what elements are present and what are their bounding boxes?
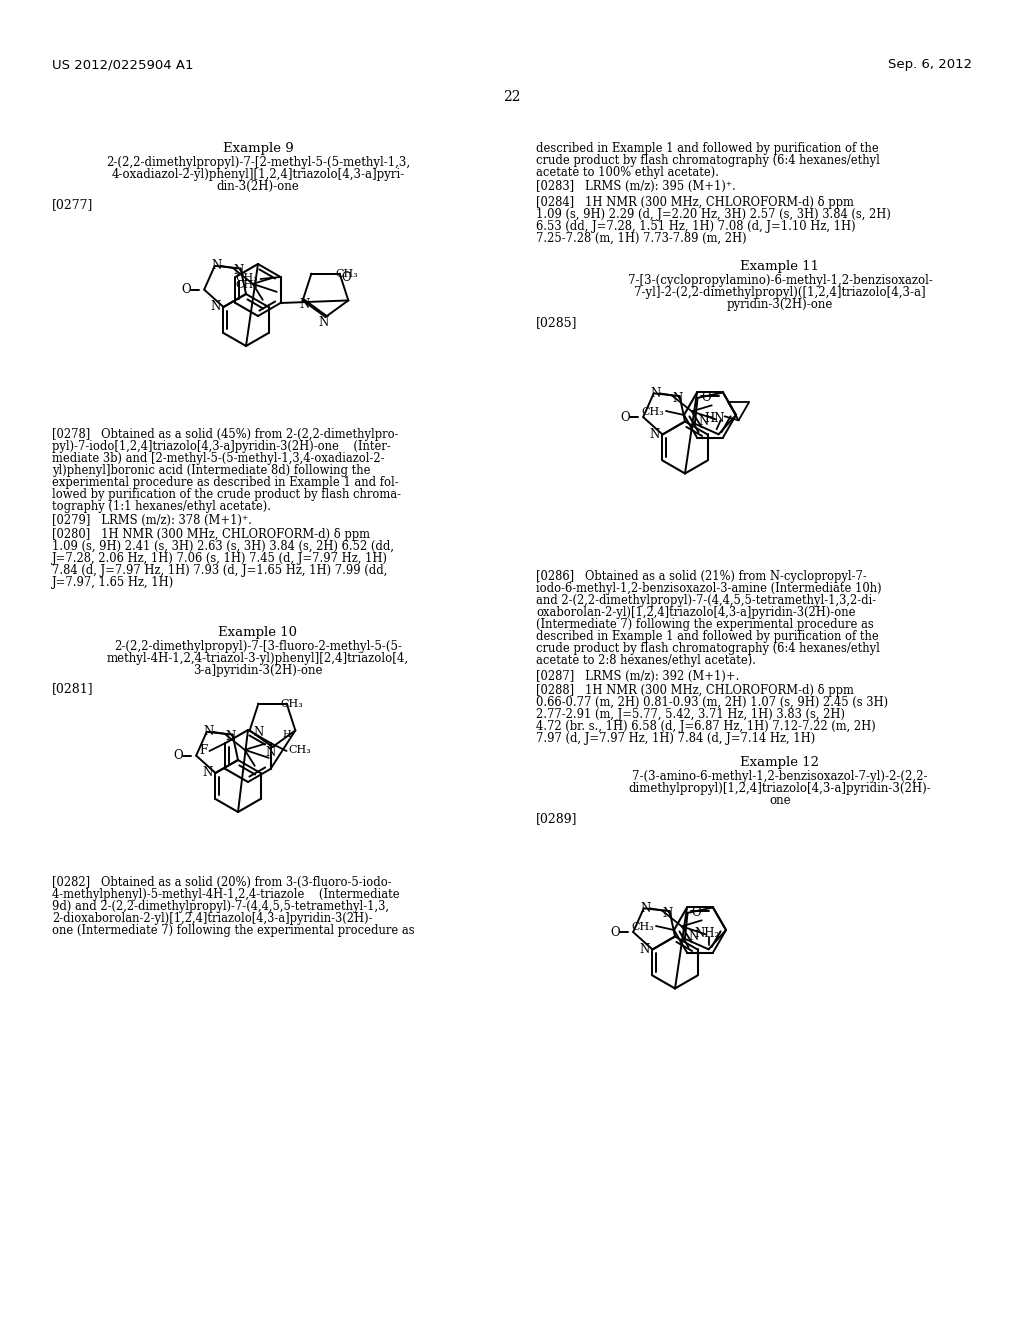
- Text: N: N: [265, 747, 275, 759]
- Text: N: N: [233, 264, 244, 277]
- Text: iodo-6-methyl-1,2-benzisoxazol-3-amine (Intermediate 10h): iodo-6-methyl-1,2-benzisoxazol-3-amine (…: [536, 582, 882, 595]
- Text: N: N: [212, 259, 222, 272]
- Text: 7.84 (d, J=7.97 Hz, 1H) 7.93 (d, J=1.65 Hz, 1H) 7.99 (dd,: 7.84 (d, J=7.97 Hz, 1H) 7.93 (d, J=1.65 …: [52, 564, 387, 577]
- Text: pyridin-3(2H)-one: pyridin-3(2H)-one: [727, 298, 834, 312]
- Text: 4.72 (br. s., 1H) 6.58 (d, J=6.87 Hz, 1H) 7.12-7.22 (m, 2H): 4.72 (br. s., 1H) 6.58 (d, J=6.87 Hz, 1H…: [536, 719, 876, 733]
- Text: 7-yl]-2-(2,2-dimethylpropyl)([1,2,4]triazolo[4,3-a]: 7-yl]-2-(2,2-dimethylpropyl)([1,2,4]tria…: [634, 286, 926, 300]
- Text: [0278]   Obtained as a solid (45%) from 2-(2,2-dimethylpro-: [0278] Obtained as a solid (45%) from 2-…: [52, 428, 398, 441]
- Text: [0282]   Obtained as a solid (20%) from 3-(3-fluoro-5-iodo-: [0282] Obtained as a solid (20%) from 3-…: [52, 876, 391, 888]
- Text: [0277]: [0277]: [52, 198, 93, 211]
- Text: [0285]: [0285]: [536, 315, 578, 329]
- Text: 0.66-0.77 (m, 2H) 0.81-0.93 (m, 2H) 1.07 (s, 9H) 2.45 (s 3H): 0.66-0.77 (m, 2H) 0.81-0.93 (m, 2H) 1.07…: [536, 696, 888, 709]
- Text: 6.53 (dd, J=7.28, 1.51 Hz, 1H) 7.08 (d, J=1.10 Hz, 1H): 6.53 (dd, J=7.28, 1.51 Hz, 1H) 7.08 (d, …: [536, 220, 856, 234]
- Text: O: O: [621, 411, 630, 424]
- Text: US 2012/0225904 A1: US 2012/0225904 A1: [52, 58, 194, 71]
- Text: one (Intermediate 7) following the experimental procedure as: one (Intermediate 7) following the exper…: [52, 924, 415, 937]
- Text: [0288]   1H NMR (300 MHz, CHLOROFORM-d) δ ppm: [0288] 1H NMR (300 MHz, CHLOROFORM-d) δ …: [536, 684, 854, 697]
- Text: N: N: [204, 726, 214, 738]
- Text: O: O: [173, 750, 183, 762]
- Text: Example 11: Example 11: [740, 260, 819, 273]
- Text: [0283]   LRMS (m/z): 395 (M+1)⁺.: [0283] LRMS (m/z): 395 (M+1)⁺.: [536, 180, 736, 193]
- Text: described in Example 1 and followed by purification of the: described in Example 1 and followed by p…: [536, 143, 879, 154]
- Text: one: one: [769, 795, 791, 807]
- Text: lowed by purification of the crude product by flash chroma-: lowed by purification of the crude produ…: [52, 488, 401, 502]
- Text: N: N: [210, 301, 220, 314]
- Text: N: N: [254, 726, 264, 739]
- Text: Sep. 6, 2012: Sep. 6, 2012: [888, 58, 972, 71]
- Text: 7-(3-amino-6-methyl-1,2-benzisoxazol-7-yl)-2-(2,2-: 7-(3-amino-6-methyl-1,2-benzisoxazol-7-y…: [632, 770, 928, 783]
- Text: 9d) and 2-(2,2-dimethylpropyl)-7-(4,4,5,5-tetramethyl-1,3,: 9d) and 2-(2,2-dimethylpropyl)-7-(4,4,5,…: [52, 900, 389, 913]
- Text: oxaborolan-2-yl)[1,2,4]triazolo[4,3-a]pyridin-3(2H)-one: oxaborolan-2-yl)[1,2,4]triazolo[4,3-a]py…: [536, 606, 855, 619]
- Text: O: O: [701, 392, 712, 404]
- Text: O: O: [181, 282, 190, 296]
- Text: O: O: [610, 925, 620, 939]
- Text: N: N: [650, 387, 660, 400]
- Text: N: N: [202, 767, 213, 780]
- Text: and 2-(2,2-dimethylpropyl)-7-(4,4,5,5-tetramethyl-1,3,2-di-: and 2-(2,2-dimethylpropyl)-7-(4,4,5,5-te…: [536, 594, 877, 607]
- Text: methyl-4H-1,2,4-triazol-3-yl)phenyl][2,4]triazolo[4,: methyl-4H-1,2,4-triazol-3-yl)phenyl][2,4…: [106, 652, 409, 665]
- Text: NH₂: NH₂: [694, 927, 719, 940]
- Text: CH₃: CH₃: [236, 280, 258, 290]
- Text: acetate to 2:8 hexanes/ethyl acetate).: acetate to 2:8 hexanes/ethyl acetate).: [536, 653, 756, 667]
- Text: O: O: [342, 271, 351, 284]
- Text: N: N: [649, 428, 659, 441]
- Text: J=7.97, 1.65 Hz, 1H): J=7.97, 1.65 Hz, 1H): [52, 576, 174, 589]
- Text: N: N: [225, 730, 236, 743]
- Text: dimethylpropyl)[1,2,4]triazolo[4,3-a]pyridin-3(2H)-: dimethylpropyl)[1,2,4]triazolo[4,3-a]pyr…: [629, 781, 932, 795]
- Text: tography (1:1 hexanes/ethyl acetate).: tography (1:1 hexanes/ethyl acetate).: [52, 500, 271, 513]
- Text: N: N: [689, 931, 699, 944]
- Text: N: N: [639, 942, 649, 956]
- Text: 22: 22: [503, 90, 521, 104]
- Text: N: N: [698, 416, 709, 428]
- Text: N: N: [663, 907, 673, 920]
- Text: 2-(2,2-dimethylpropyl)-7-[3-fluoro-2-methyl-5-(5-: 2-(2,2-dimethylpropyl)-7-[3-fluoro-2-met…: [114, 640, 402, 653]
- Text: 2-dioxaborolan-2-yl)[1,2,4]triazolo[4,3-a]pyridin-3(2H)-: 2-dioxaborolan-2-yl)[1,2,4]triazolo[4,3-…: [52, 912, 373, 925]
- Text: [0279]   LRMS (m/z): 378 (M+1)⁺.: [0279] LRMS (m/z): 378 (M+1)⁺.: [52, 513, 252, 527]
- Text: 7-[3-(cyclopropylamino)-6-methyl-1,2-benzisoxazol-: 7-[3-(cyclopropylamino)-6-methyl-1,2-ben…: [628, 275, 933, 286]
- Text: [0280]   1H NMR (300 MHz, CHLOROFORM-d) δ ppm: [0280] 1H NMR (300 MHz, CHLOROFORM-d) δ …: [52, 528, 370, 541]
- Text: Example 12: Example 12: [740, 756, 819, 770]
- Text: [0284]   1H NMR (300 MHz, CHLOROFORM-d) δ ppm: [0284] 1H NMR (300 MHz, CHLOROFORM-d) δ …: [536, 195, 854, 209]
- Text: 2.77-2.91 (m, J=5.77, 5.42, 3.71 Hz, 1H) 3.83 (s, 2H): 2.77-2.91 (m, J=5.77, 5.42, 3.71 Hz, 1H)…: [536, 708, 845, 721]
- Text: CH₃: CH₃: [336, 268, 358, 279]
- Text: 3-a]pyridin-3(2H)-one: 3-a]pyridin-3(2H)-one: [194, 664, 323, 677]
- Text: H: H: [283, 730, 292, 739]
- Text: described in Example 1 and followed by purification of the: described in Example 1 and followed by p…: [536, 630, 879, 643]
- Text: 7.25-7.28 (m, 1H) 7.73-7.89 (m, 2H): 7.25-7.28 (m, 1H) 7.73-7.89 (m, 2H): [536, 232, 746, 246]
- Text: pyl)-7-iodo[1,2,4]triazolo[4,3-a]pyridin-3(2H)-one    (Inter-: pyl)-7-iodo[1,2,4]triazolo[4,3-a]pyridin…: [52, 440, 391, 453]
- Text: 1.09 (s, 9H) 2.41 (s, 3H) 2.63 (s, 3H) 3.84 (s, 2H) 6.52 (dd,: 1.09 (s, 9H) 2.41 (s, 3H) 2.63 (s, 3H) 3…: [52, 540, 394, 553]
- Text: N: N: [641, 902, 651, 915]
- Text: 7.97 (d, J=7.97 Hz, 1H) 7.84 (d, J=7.14 Hz, 1H): 7.97 (d, J=7.97 Hz, 1H) 7.84 (d, J=7.14 …: [536, 733, 815, 744]
- Text: CH₃: CH₃: [236, 273, 258, 282]
- Text: 4-oxadiazol-2-yl)phenyl][1,2,4]triazolo[4,3-a]pyri-: 4-oxadiazol-2-yl)phenyl][1,2,4]triazolo[…: [112, 168, 404, 181]
- Text: din-3(2H)-one: din-3(2H)-one: [217, 180, 299, 193]
- Text: yl)phenyl]boronic acid (Intermediate 8d) following the: yl)phenyl]boronic acid (Intermediate 8d)…: [52, 465, 371, 477]
- Text: 1.09 (s, 9H) 2.29 (d, J=2.20 Hz, 3H) 2.57 (s, 3H) 3.84 (s, 2H): 1.09 (s, 9H) 2.29 (d, J=2.20 Hz, 3H) 2.5…: [536, 209, 891, 220]
- Text: mediate 3b) and [2-methyl-5-(5-methyl-1,3,4-oxadiazol-2-: mediate 3b) and [2-methyl-5-(5-methyl-1,…: [52, 451, 384, 465]
- Text: 4-methylphenyl)-5-methyl-4H-1,2,4-triazole    (Intermediate: 4-methylphenyl)-5-methyl-4H-1,2,4-triazo…: [52, 888, 399, 902]
- Text: [0281]: [0281]: [52, 682, 93, 696]
- Text: Example 10: Example 10: [218, 626, 298, 639]
- Text: crude product by flash chromatography (6:4 hexanes/ethyl: crude product by flash chromatography (6…: [536, 154, 880, 168]
- Text: J=7.28, 2.06 Hz, 1H) 7.06 (s, 1H) 7.45 (d, J=7.97 Hz, 1H): J=7.28, 2.06 Hz, 1H) 7.06 (s, 1H) 7.45 (…: [52, 552, 388, 565]
- Text: (Intermediate 7) following the experimental procedure as: (Intermediate 7) following the experimen…: [536, 618, 873, 631]
- Text: CH₃: CH₃: [281, 698, 303, 709]
- Text: CH₃: CH₃: [631, 921, 654, 932]
- Text: crude product by flash chromatography (6:4 hexanes/ethyl: crude product by flash chromatography (6…: [536, 642, 880, 655]
- Text: F: F: [200, 743, 208, 756]
- Text: [0287]   LRMS (m/z): 392 (M+1)+.: [0287] LRMS (m/z): 392 (M+1)+.: [536, 671, 739, 682]
- Text: CH₃: CH₃: [289, 744, 311, 755]
- Text: O: O: [691, 907, 701, 920]
- Text: [0286]   Obtained as a solid (21%) from N-cyclopropyl-7-: [0286] Obtained as a solid (21%) from N-…: [536, 570, 866, 583]
- Text: [0289]: [0289]: [536, 812, 578, 825]
- Text: 2-(2,2-dimethylpropyl)-7-[2-methyl-5-(5-methyl-1,3,: 2-(2,2-dimethylpropyl)-7-[2-methyl-5-(5-…: [105, 156, 410, 169]
- Text: N: N: [300, 298, 310, 312]
- Text: acetate to 100% ethyl acetate).: acetate to 100% ethyl acetate).: [536, 166, 719, 180]
- Text: N: N: [318, 317, 329, 330]
- Text: experimental procedure as described in Example 1 and fol-: experimental procedure as described in E…: [52, 477, 398, 488]
- Text: N: N: [673, 392, 683, 404]
- Text: HN: HN: [705, 412, 725, 425]
- Text: CH₃: CH₃: [641, 407, 664, 417]
- Text: Example 9: Example 9: [222, 143, 293, 154]
